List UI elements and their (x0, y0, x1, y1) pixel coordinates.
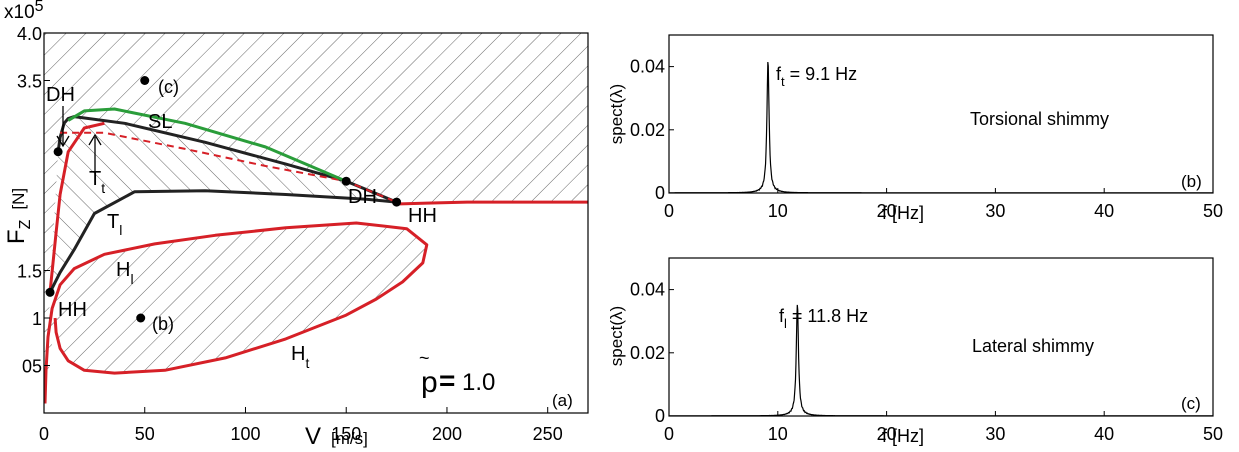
x-tick-label: 50 (1203, 201, 1223, 221)
marker-point-3 (45, 287, 55, 297)
crosshatched-region (50, 116, 397, 293)
label-dh-1: DH (46, 84, 75, 106)
x-axis-label-c: f [Hz] (882, 426, 924, 446)
x-tick-label-a: 200 (432, 424, 462, 444)
bifurcation-diagram: 0 50 100 150 200 250 05 1 1.5 3.5 4.0 x105 FZ[N] V… (3, 0, 589, 450)
arrow-dh-head (56, 135, 70, 148)
y-tick-label: 0.02 (630, 343, 665, 363)
y-tick-label: 0 (655, 183, 665, 203)
hatched-region-lobe (45, 223, 427, 404)
svg-text:p: p (421, 366, 438, 399)
label-point-c: (c) (158, 77, 179, 97)
y-tick-label: 0.04 (630, 280, 665, 300)
x-tick-label: 30 (985, 424, 1005, 444)
label-tt: Tt (89, 168, 105, 196)
x-tick-label-a: 250 (533, 424, 563, 444)
curve-h-high (396, 200, 588, 206)
x-tick-label: 0 (664, 424, 674, 444)
y-tick-label-a: 05 (22, 357, 42, 377)
curve-t-t-unstable (60, 131, 397, 204)
panel-label-b: (b) (1181, 172, 1202, 191)
y-tick-label-a: 1 (32, 309, 42, 329)
svg-text:=: = (439, 365, 455, 396)
parameter-label: p ~ = 1.0 (419, 348, 495, 399)
x-tick-label: 40 (1094, 424, 1114, 444)
ticks-b: 0 10 20 30 40 50 0 0.02 0.04 (630, 57, 1223, 221)
x-tick-label: 50 (1203, 424, 1223, 444)
spectrum-lateral: 0 10 20 30 40 50 0 0.02 0.04 spect(λ) f [Hz] fl … (607, 257, 1223, 446)
svg-text:spect(λ): spect(λ) (607, 306, 626, 366)
hatched-region-high (44, 33, 588, 413)
label-hl: Hl (116, 259, 134, 287)
annotation-torsional: Torsional shimmy (970, 109, 1109, 129)
series-group-a (44, 107, 588, 404)
x-axis-label-a: V [m/s] (305, 423, 368, 450)
y-tick-label-a: 3.5 (17, 72, 42, 92)
x-tick-label: 10 (768, 424, 788, 444)
label-dh-2: DH (348, 186, 377, 208)
svg-text:FZ[N]: FZ[N] (3, 188, 34, 244)
arrow-tt-head (88, 133, 102, 146)
y-tick-label-a: 4.0 (17, 24, 42, 44)
frame-a (43, 32, 589, 414)
frame-b (668, 34, 1214, 194)
frame-c (668, 257, 1214, 417)
y-axis-label-c: spect(λ) (607, 306, 626, 366)
label-hh-high: HH (408, 205, 437, 227)
curve-h-l (48, 121, 105, 293)
curve-h-t (44, 221, 429, 404)
marker-point-4 (341, 176, 351, 186)
label-point-b: (b) (152, 314, 174, 334)
ticks-c: 0 10 20 30 40 50 0 0.02 0.04 (630, 280, 1223, 444)
x-tick-label: 20 (877, 424, 897, 444)
curve-t-t (56, 115, 398, 204)
x-tick-label: 10 (768, 201, 788, 221)
x-axis-label-b: f [Hz] (882, 203, 924, 223)
spectrum-line-b (669, 61, 1213, 194)
x-tick-label-a: 50 (135, 424, 155, 444)
peak-label-b: ft = 9.1 Hz (776, 64, 857, 89)
curve-sl (67, 107, 347, 183)
marker-point-5 (392, 197, 402, 207)
spectrum-line-c (669, 304, 1213, 417)
marker-point-1 (136, 313, 146, 323)
label-tl: Tl (107, 211, 122, 238)
ticks-a: 0 50 100 150 200 250 05 1 1.5 3.5 4.0 (17, 24, 563, 444)
y-tick-label: 0 (655, 406, 665, 426)
curve-t-l (48, 189, 397, 294)
points-group-a (45, 76, 402, 323)
x-tick-label: 20 (877, 201, 897, 221)
svg-text:spect(λ): spect(λ) (607, 84, 626, 144)
peak-label-c: fl = 11.8 Hz (779, 306, 868, 331)
tilde: ~ (419, 348, 430, 368)
label-hh-low: HH (58, 299, 87, 321)
label-ht: Ht (291, 343, 309, 371)
y-axis-label-a: FZ[N] (3, 188, 34, 244)
svg-text:1.0: 1.0 (462, 369, 495, 396)
y-tick-label: 0.04 (630, 57, 665, 77)
y-exponent: x105 (4, 0, 44, 23)
x-tick-label: 0 (664, 201, 674, 221)
panel-label-c: (c) (1181, 394, 1201, 413)
y-axis-label-b: spect(λ) (607, 84, 626, 144)
x-tick-label-a: 100 (230, 424, 260, 444)
x-tick-label-a: 0 (39, 424, 49, 444)
marker-point-0 (140, 76, 150, 85)
y-tick-label: 0.02 (630, 120, 665, 140)
x-tick-label: 30 (985, 201, 1005, 221)
panel-label-a: (a) (552, 391, 573, 410)
annotation-lateral: Lateral shimmy (972, 336, 1094, 356)
spectrum-torsional: 0 10 20 30 40 50 0 0.02 0.04 spect(λ) f [Hz] ft … (607, 34, 1223, 223)
label-sl: SL (148, 111, 172, 133)
x-tick-label: 40 (1094, 201, 1114, 221)
marker-point-2 (53, 147, 63, 157)
x-tick-label-a: 150 (331, 424, 361, 444)
y-tick-label-a: 1.5 (17, 262, 42, 282)
